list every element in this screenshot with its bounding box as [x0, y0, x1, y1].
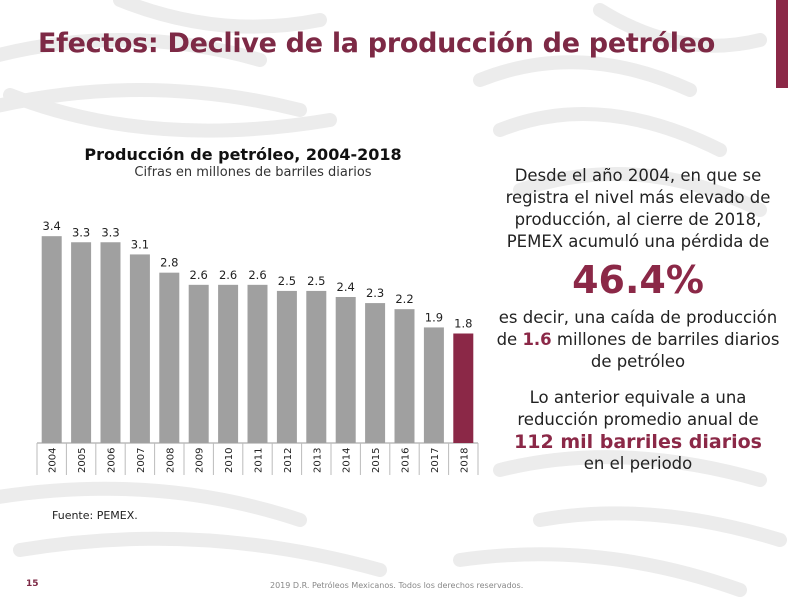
value-label-2005: 3.3	[72, 225, 90, 239]
value-label-2010: 2.6	[219, 268, 237, 282]
bar-2010	[218, 284, 239, 443]
page-number: 15	[26, 579, 39, 589]
chart-title: Producción de petróleo, 2004-2018	[84, 145, 402, 164]
loss-percentage: 46.4%	[572, 258, 704, 302]
summary-line-3: Lo anterior equivale a una reducción pro…	[517, 388, 759, 429]
value-label-2016: 2.2	[395, 292, 413, 306]
x-tick-2016: 2016	[401, 448, 412, 473]
bar-2012	[276, 290, 297, 443]
x-tick-2009: 2009	[195, 448, 206, 473]
value-label-2018: 1.8	[454, 317, 472, 331]
summary-line-1: Desde el año 2004, en que se registra el…	[505, 166, 771, 251]
x-tick-2015: 2015	[371, 448, 382, 473]
x-tick-2004: 2004	[48, 448, 59, 473]
value-label-2008: 2.8	[160, 256, 178, 270]
bar-2008	[159, 272, 180, 443]
production-drop-value: 1.6	[522, 330, 552, 349]
bar-2006	[100, 242, 121, 443]
bar-2004	[41, 236, 62, 443]
x-tick-2006: 2006	[107, 448, 118, 473]
value-label-2011: 2.6	[248, 268, 266, 282]
summary-line-2: es decir, una caída de producción de 1.6…	[488, 307, 788, 373]
bar-2014	[335, 297, 356, 443]
bar-2013	[306, 290, 327, 443]
bar-2015	[365, 303, 386, 443]
value-label-2006: 3.3	[101, 225, 119, 239]
value-label-2012: 2.5	[278, 274, 296, 288]
value-label-2015: 2.3	[366, 286, 384, 300]
annual-reduction-value: 112 mil barriles diarios	[514, 431, 762, 453]
value-label-2004: 3.4	[43, 219, 61, 233]
x-tick-2007: 2007	[136, 448, 147, 473]
bar-2007	[129, 254, 150, 443]
x-tick-2010: 2010	[224, 448, 235, 473]
x-tick-2012: 2012	[283, 448, 294, 473]
summary-line-2-post: millones de barriles diarios de petróleo	[556, 330, 780, 371]
copyright-notice: 2019 D.R. Petróleos Mexicanos. Todos los…	[270, 581, 524, 590]
chart-subtitle: Cifras en millones de barriles diarios	[134, 165, 372, 180]
value-label-2017: 1.9	[425, 310, 443, 324]
bar-2018	[453, 333, 474, 443]
x-tick-2011: 2011	[254, 448, 265, 473]
x-tick-2017: 2017	[430, 448, 441, 473]
x-tick-2005: 2005	[77, 448, 88, 473]
value-label-2007: 3.1	[131, 237, 149, 251]
accent-bar	[776, 0, 788, 88]
summary-line-2-pre: es decir, una caída de producción de	[496, 308, 778, 349]
x-tick-2018: 2018	[459, 448, 470, 473]
bar-2005	[71, 242, 92, 443]
value-label-2013: 2.5	[307, 274, 325, 288]
value-label-2009: 2.6	[190, 268, 208, 282]
slide-title: Efectos: Declive de la producción de pet…	[38, 28, 715, 59]
x-tick-2008: 2008	[165, 448, 176, 473]
summary-line-3-post: en el periodo	[583, 454, 693, 473]
value-label-2014: 2.4	[337, 280, 355, 294]
bar-2017	[423, 327, 444, 443]
x-tick-2014: 2014	[342, 448, 353, 473]
bar-2016	[394, 309, 415, 443]
bar-2011	[247, 284, 268, 443]
summary-text: Desde el año 2004, en que se registra el…	[488, 165, 788, 475]
source-note: Fuente: PEMEX.	[52, 509, 138, 522]
x-tick-2013: 2013	[312, 448, 323, 473]
bar-2009	[188, 284, 209, 443]
